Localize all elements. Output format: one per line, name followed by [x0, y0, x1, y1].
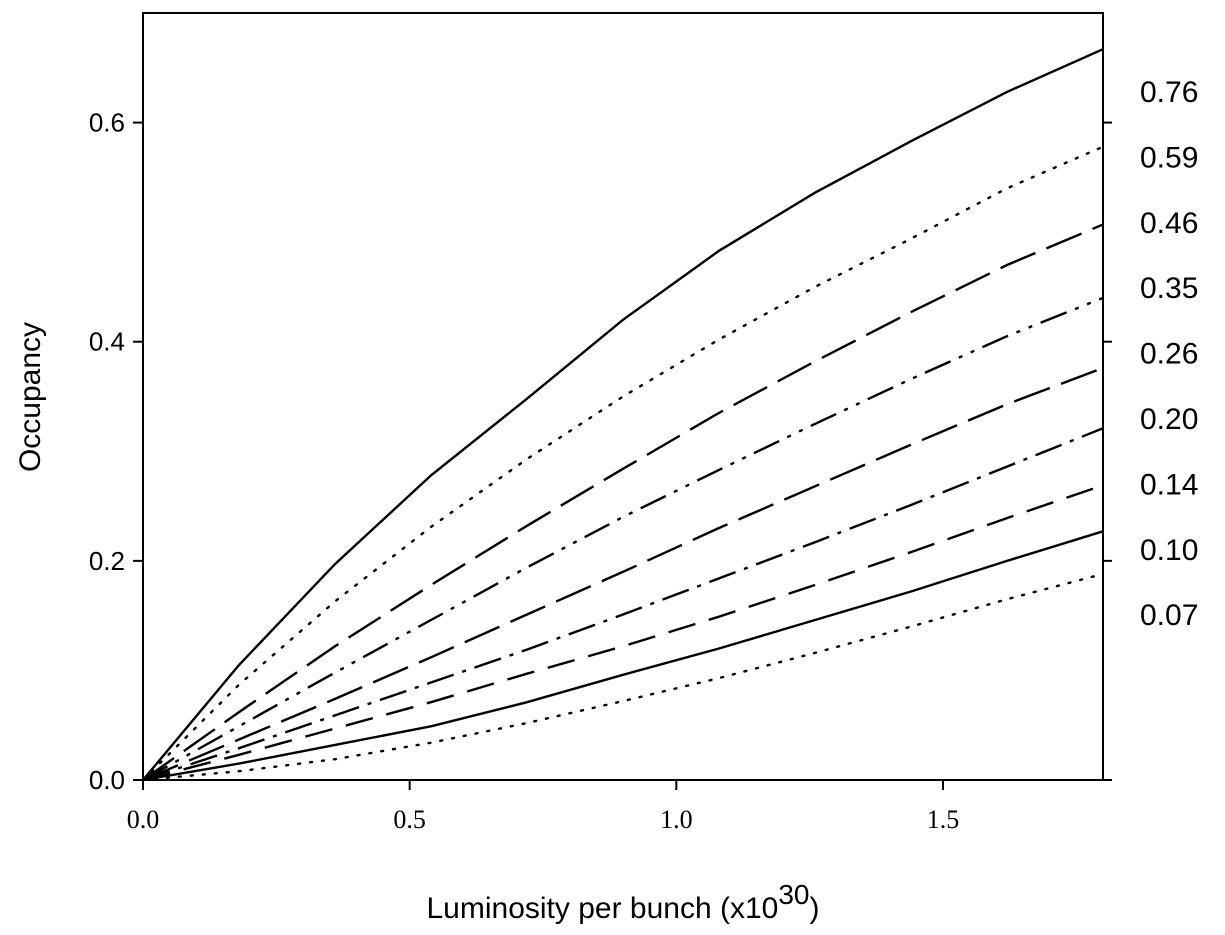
- x-axis-label-main: Luminosity per bunch (x10: [426, 892, 778, 925]
- x-tick-label: 0.0: [127, 805, 160, 834]
- series-line-0-07: [141, 572, 1105, 782]
- x-tick-label: 1.0: [660, 805, 693, 834]
- series-lines: [141, 48, 1105, 782]
- y-axis-ticks: 0.0 0.2 0.4 0.6: [89, 108, 143, 795]
- y-axis-label: Occupancy: [14, 322, 47, 472]
- series-line-0-59: [141, 145, 1105, 782]
- right-axis-label: 0.26: [1140, 338, 1198, 371]
- right-axis-label: 0.10: [1140, 534, 1198, 567]
- series-line-0-46: [142, 223, 1104, 781]
- right-axis-ticks: [1103, 121, 1112, 781]
- series-line-0-35: [142, 296, 1104, 782]
- series-line-0-26: [142, 366, 1104, 782]
- right-axis-label: 0.35: [1140, 272, 1198, 305]
- right-axis-label: 0.20: [1140, 403, 1198, 436]
- series-line-0-10: [142, 530, 1104, 782]
- right-axis-labels: 0.76 0.59 0.46 0.35 0.26 0.20 0.14 0.10 0.07: [1140, 76, 1198, 632]
- x-axis-label: Luminosity per bunch (x1030): [426, 879, 819, 925]
- x-tick-label: 0.5: [393, 805, 426, 834]
- y-tick-label: 0.4: [89, 327, 125, 357]
- series-line-0-20: [142, 427, 1104, 782]
- right-axis-label: 0.07: [1140, 599, 1198, 632]
- x-axis-ticks: 0.0 0.5 1.0 1.5: [127, 780, 960, 834]
- series-line-0-76: [142, 48, 1104, 781]
- right-axis-label: 0.46: [1140, 207, 1198, 240]
- x-axis-label-end: ): [810, 892, 820, 925]
- right-axis-label: 0.14: [1140, 468, 1198, 501]
- right-axis-label: 0.59: [1140, 141, 1198, 174]
- x-axis-label-exponent: 30: [778, 879, 809, 910]
- plot-frame: [142, 12, 1104, 781]
- y-tick-label: 0.2: [89, 546, 125, 576]
- series-line-0-14: [142, 484, 1104, 782]
- y-tick-label: 0.6: [89, 108, 125, 138]
- right-axis-label: 0.76: [1140, 76, 1198, 109]
- x-tick-label: 1.5: [927, 805, 960, 834]
- y-tick-label: 0.0: [89, 765, 125, 795]
